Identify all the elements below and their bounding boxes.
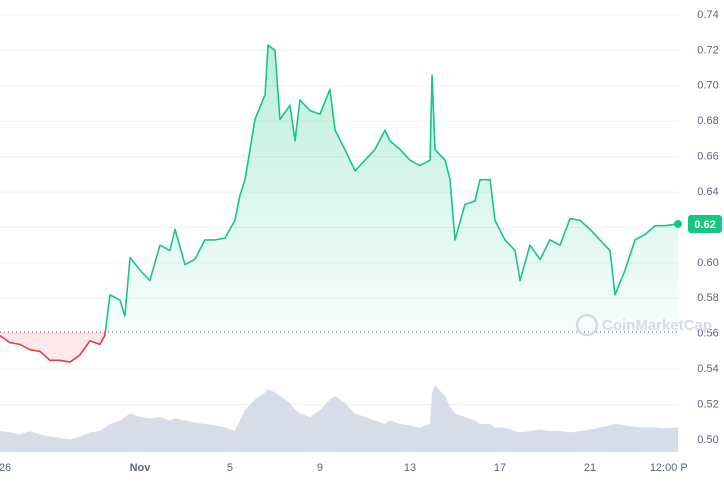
y-tick-label: 0.56 [697, 328, 718, 340]
x-tick-label: 9 [317, 462, 323, 474]
x-tick-label: 12:00 P [650, 462, 688, 474]
y-tick-label: 0.74 [697, 9, 718, 21]
watermark: CoinMarketCap [575, 313, 712, 337]
y-tick-label: 0.58 [697, 292, 718, 304]
y-tick-label: 0.68 [697, 115, 718, 127]
x-tick-label: 13 [404, 462, 416, 474]
y-tick-label: 0.54 [697, 363, 718, 375]
x-tick-label: 26 [0, 462, 11, 474]
watermark-text: CoinMarketCap [602, 317, 712, 334]
volume-area [0, 385, 678, 452]
y-tick-label: 0.72 [697, 44, 718, 56]
current-tag [688, 214, 722, 233]
y-tick-label: 0.70 [697, 80, 718, 92]
x-tick-label: Nov [130, 462, 152, 474]
x-tick-label: 5 [227, 462, 233, 474]
y-tick-label: 0.50 [697, 434, 718, 446]
y-tick-label: 0.52 [697, 398, 718, 410]
y-tick-label: 0.66 [697, 151, 718, 163]
y-tick-label: 0.64 [697, 186, 718, 198]
current-dot [674, 219, 682, 228]
current-label: 0.62 [694, 219, 715, 231]
x-tick-label: 17 [494, 462, 506, 474]
x-tick-label: 21 [584, 462, 596, 474]
price-line [0, 44, 679, 363]
price-area [0, 45, 678, 363]
y-tick-label: 0.60 [697, 257, 718, 269]
